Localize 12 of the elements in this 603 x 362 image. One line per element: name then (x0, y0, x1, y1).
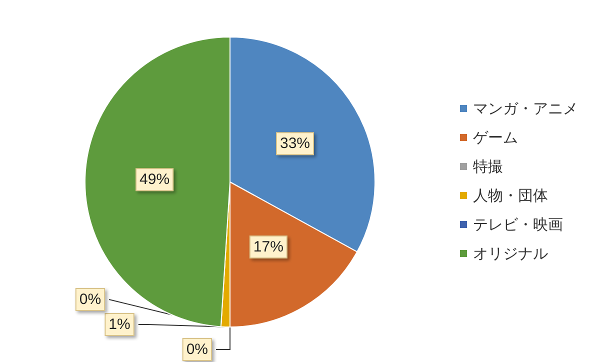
text: 0% (79, 291, 102, 308)
legend-label: テレビ・映画 (473, 216, 563, 234)
data-label: 49% (140, 171, 170, 188)
legend-label: 人物・団体 (473, 186, 548, 204)
legend-label: ゲーム (473, 128, 518, 146)
data-label: 33% (280, 135, 310, 152)
data-label: 17% (253, 238, 284, 256)
legend-label: オリジナル (473, 244, 548, 262)
legend-label: マンガ・アニメ (473, 100, 578, 118)
data-label: 1% (108, 316, 130, 333)
legend-label: 特撮 (473, 158, 503, 176)
text: 0% (186, 341, 208, 358)
